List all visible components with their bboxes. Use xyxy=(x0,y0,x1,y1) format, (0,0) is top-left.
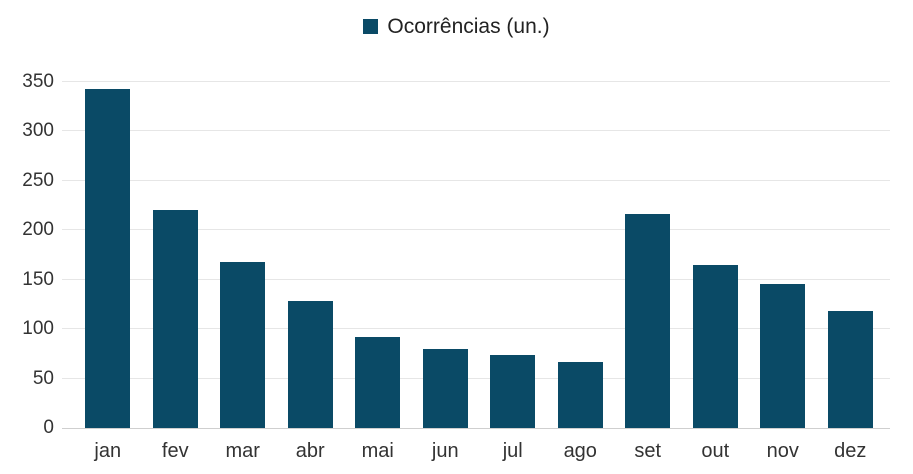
bar-band-jan xyxy=(74,82,142,428)
y-tick-label: 0 xyxy=(43,417,54,438)
bar-set[interactable] xyxy=(625,214,671,428)
gridline-200 xyxy=(62,229,890,231)
x-tick-label-ago: ago xyxy=(563,440,597,462)
legend-label: Ocorrências (un.) xyxy=(387,15,550,38)
y-tick-label: 350 xyxy=(22,71,54,92)
gridline-150 xyxy=(62,278,890,280)
bar-jun[interactable] xyxy=(422,348,468,428)
bar-mar[interactable] xyxy=(220,261,266,428)
bar-jan[interactable] xyxy=(85,88,131,428)
bar-band-jul xyxy=(479,82,547,428)
y-tick-label: 250 xyxy=(22,169,54,191)
x-axis: jan fev mar abr mai jun jul ago set out nov dez xyxy=(74,440,884,463)
y-tick-label: 300 xyxy=(22,120,54,142)
bar-band-abr xyxy=(277,82,345,428)
gridline-350 xyxy=(62,81,890,82)
chart-legend[interactable]: Ocorrências (un.) xyxy=(0,16,913,37)
bar-band-ago xyxy=(547,82,615,428)
bar-nov[interactable] xyxy=(760,283,806,428)
bar-band-jun xyxy=(412,82,480,428)
bar-band-mai xyxy=(344,82,412,428)
y-axis: 0 50 100 150 200 250 300 350 xyxy=(0,71,54,438)
legend-swatch-icon xyxy=(363,19,379,34)
bar-band-out xyxy=(682,82,750,428)
bars-container xyxy=(74,82,884,428)
x-tick-label-mai: mai xyxy=(361,440,394,462)
bar-ago[interactable] xyxy=(557,361,603,428)
x-tick-label-fev: fev xyxy=(161,440,189,462)
x-tick-label-abr: abr xyxy=(295,440,325,462)
bar-dez[interactable] xyxy=(827,311,873,428)
bar-band-dez xyxy=(817,82,885,428)
bar-out[interactable] xyxy=(692,264,738,428)
y-tick-label: 200 xyxy=(22,219,54,241)
bar-mai[interactable] xyxy=(355,337,401,428)
x-tick-label-out: out xyxy=(701,440,730,462)
y-tick-label: 50 xyxy=(32,367,54,389)
bar-band-nov xyxy=(749,82,817,428)
x-tick-label-nov: nov xyxy=(766,440,799,462)
bar-abr[interactable] xyxy=(287,301,333,428)
x-tick-label-mar: mar xyxy=(225,440,260,462)
bar-jul[interactable] xyxy=(490,354,536,428)
x-tick-label-set: set xyxy=(634,440,662,462)
x-tick-label-jul: jul xyxy=(502,440,523,462)
y-tick-label: 150 xyxy=(22,268,54,290)
x-tick-label-jun: jun xyxy=(431,440,459,462)
bar-band-fev xyxy=(142,82,210,428)
bar-band-mar xyxy=(209,82,277,428)
x-tick-label-jan: jan xyxy=(94,440,122,462)
gridline-300 xyxy=(62,130,890,132)
gridline-250 xyxy=(62,179,890,181)
y-tick-label: 100 xyxy=(22,318,54,340)
x-tick-label-dez: dez xyxy=(834,440,867,462)
plot-area xyxy=(62,81,890,429)
bar-band-set xyxy=(614,82,682,428)
gridline-50 xyxy=(62,377,890,379)
gridline-100 xyxy=(62,328,890,330)
bar-fev[interactable] xyxy=(152,209,198,428)
